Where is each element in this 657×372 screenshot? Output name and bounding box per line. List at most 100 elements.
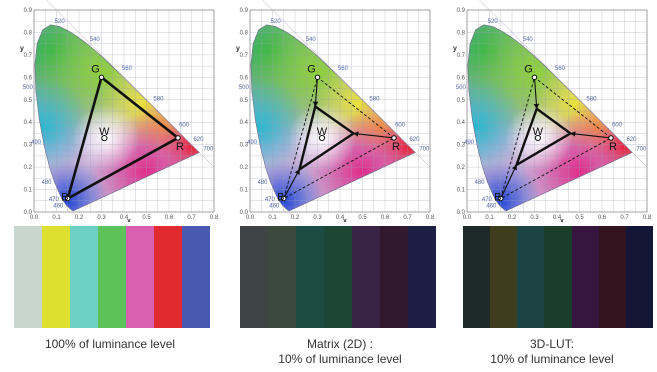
y-axis-label: y — [20, 45, 24, 52]
x-axis-label: x — [343, 218, 347, 222]
y-tick-label: 0.1 — [240, 188, 249, 194]
point-label-r: R — [609, 141, 617, 153]
primary-point-b — [498, 195, 504, 202]
grid — [249, 9, 431, 213]
x-tick-label: 0.7 — [403, 215, 412, 221]
wavelength-label: 600 — [179, 123, 190, 129]
x-tick-label: 0.1 — [485, 215, 494, 221]
cie-diagram: 0.0 0.1 0.2 0.3 0.4 0.5 0.6 0.7 0.8 0.0 0.1 0.2 0.3 0… — [20, 0, 219, 222]
x-tick-label: 0.5 — [575, 215, 584, 221]
y-tick-label: 0.6 — [240, 75, 249, 81]
y-tick-label: 0.5 — [240, 98, 249, 104]
wavelength-label: 540 — [90, 37, 101, 43]
swatch-bar — [324, 226, 352, 328]
x-tick-label: 0.5 — [142, 215, 151, 221]
caption: Matrix (2D) :10% of luminance level — [230, 337, 450, 367]
x-tick-label: 0.1 — [268, 215, 277, 221]
y-tick-label: 0.5 — [457, 98, 466, 104]
wavelength-label: 560 — [122, 66, 133, 72]
x-tick-label: 0.6 — [598, 215, 607, 221]
wavelength-label: 520 — [488, 19, 499, 25]
panel-lut: 0.0 0.1 0.2 0.3 0.4 0.5 0.6 0.7 0.8 0.0 0.1 0.2 0.3 0… — [447, 0, 654, 372]
white-point — [534, 134, 541, 142]
x-tick-label: 0.8 — [210, 215, 219, 221]
x-tick-label: 0.6 — [381, 215, 390, 221]
x-tick-label: 0.4 — [336, 215, 345, 221]
x-tick-label: 0.4 — [120, 215, 129, 221]
guide-line — [262, 0, 431, 168]
swatch-bar — [463, 226, 491, 328]
caption-line: 3D-LUT: — [529, 337, 574, 351]
point-label-w: W — [317, 126, 328, 138]
swatch-bar — [126, 226, 154, 328]
swatch-bar — [182, 226, 210, 328]
y-tick-label: 0.4 — [240, 120, 249, 126]
y-tick-label: 0.7 — [240, 53, 249, 59]
shift-arrow — [312, 77, 319, 108]
x-axis-label: x — [127, 218, 131, 222]
cie-diagram: 0.0 0.1 0.2 0.3 0.4 0.5 0.6 0.7 0.8 0.0 0.1 0.2 0.3 0… — [453, 0, 652, 222]
y-tick-label: 0.3 — [240, 143, 249, 149]
primary-point-g — [531, 74, 538, 81]
y-tick-label: 0.5 — [24, 98, 33, 104]
cie-diagram: 0.0 0.1 0.2 0.3 0.4 0.5 0.6 0.7 0.8 0.0 0.1 0.2 0.3 0… — [236, 0, 435, 222]
point-label-g: G — [91, 63, 100, 75]
point-label-g: G — [307, 63, 316, 75]
wavelength-label: 490 — [247, 140, 258, 146]
wavelength-label: 620 — [626, 137, 637, 143]
x-tick-label: 0.3 — [313, 215, 322, 221]
primary-point-g — [98, 74, 105, 81]
wavelength-label: 560 — [338, 66, 349, 72]
gamut-triangle-dashed — [283, 76, 395, 200]
swatch-bar — [296, 226, 324, 328]
point-label-b: B — [494, 192, 501, 204]
wavelength-label: 700 — [203, 147, 214, 153]
y-tick-label: 0.0 — [457, 210, 466, 216]
wavelength-label: 460 — [486, 203, 497, 209]
reduced-gamut-triangle — [514, 106, 573, 168]
wavelength-label: 540 — [523, 37, 534, 43]
point-label-r: R — [392, 141, 400, 153]
y-tick-label: 0.4 — [24, 120, 33, 126]
wavelength-label: 580 — [586, 97, 597, 103]
caption-line: 100% of luminance level — [44, 337, 176, 351]
wavelength-label: 540 — [306, 37, 317, 43]
shift-arrow — [283, 168, 300, 199]
y-tick-label: 0.1 — [24, 188, 33, 194]
white-point — [101, 135, 108, 142]
luminance-swatch — [240, 226, 436, 328]
x-tick-label: 0.3 — [530, 215, 539, 221]
y-tick-label: 0.2 — [240, 165, 249, 171]
grid — [33, 9, 215, 213]
caption-line: Matrix (2D) : — [307, 337, 373, 351]
swatch-bar — [268, 226, 296, 328]
wavelength-label: 620 — [193, 137, 204, 143]
wavelength-label: 560 — [555, 66, 566, 72]
primary-point-b — [281, 195, 287, 202]
x-tick-label: 0.0 — [30, 215, 39, 221]
swatch-bar — [70, 226, 98, 328]
x-tick-label: 0.2 — [75, 215, 84, 221]
primary-point-r — [391, 135, 397, 141]
wavelength-label: 580 — [369, 97, 380, 103]
wavelength-label: 500 — [23, 85, 34, 91]
point-label-b: B — [277, 192, 284, 204]
y-axis-label: y — [453, 45, 457, 52]
wavelength-label: 460 — [53, 203, 64, 209]
wavelength-label: 580 — [153, 97, 164, 103]
wavelength-label: 490 — [464, 140, 475, 146]
y-tick-label: 0.0 — [24, 210, 33, 216]
x-axis-label: x — [560, 218, 564, 222]
caption: 100% of luminance level — [0, 337, 220, 352]
x-tick-label: 0.8 — [426, 215, 435, 221]
wavelength-label: 480 — [474, 180, 485, 186]
y-tick-label: 0.7 — [24, 53, 33, 59]
white-point — [318, 134, 326, 142]
y-tick-label: 0.9 — [457, 8, 466, 14]
y-tick-label: 0.4 — [457, 120, 466, 126]
x-tick-label: 0.0 — [246, 215, 255, 221]
shift-arrow — [569, 131, 612, 139]
x-tick-label: 0.1 — [52, 215, 61, 221]
swatch-bar — [380, 226, 408, 328]
caption-line: 10% of luminance level — [490, 352, 614, 366]
